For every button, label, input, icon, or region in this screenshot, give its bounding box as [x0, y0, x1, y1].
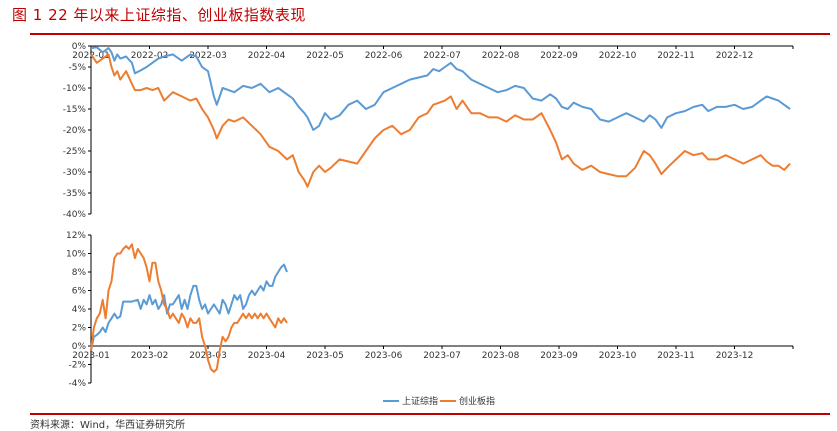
- y-tick-label: -2%: [68, 361, 86, 371]
- x-tick-label: 2023-11: [657, 351, 695, 361]
- x-tick-label: 2023-09: [540, 351, 578, 361]
- source-note: 资料来源：Wind，华西证券研究所: [30, 420, 186, 431]
- y-tick-label: -20%: [63, 126, 87, 136]
- y-tick-label: 12%: [66, 231, 86, 241]
- series-line-shanghai: [90, 263, 288, 351]
- x-tick-label: 2023-08: [482, 351, 520, 361]
- y-tick-label: 4%: [72, 305, 87, 315]
- y-tick-label: -25%: [63, 147, 87, 157]
- x-tick-label: 2022-09: [540, 51, 578, 61]
- legend-label: 上证综指: [402, 395, 438, 407]
- x-tick-label: 2022-02: [131, 51, 169, 61]
- x-tick-label: 2023-05: [306, 351, 344, 361]
- x-tick-label: 2022-12: [716, 51, 754, 61]
- y-tick-label: -4%: [68, 379, 86, 389]
- x-tick-label: 2022-11: [657, 51, 695, 61]
- y-tick-label: 0%: [72, 342, 87, 352]
- series-line-chinext: [90, 53, 791, 188]
- y-tick-label: -15%: [63, 105, 87, 115]
- x-tick-label: 2022-10: [599, 51, 637, 61]
- x-tick-label: 2023-10: [599, 351, 637, 361]
- y-tick-label: 8%: [72, 268, 87, 278]
- y-tick-label: 0%: [72, 42, 87, 52]
- y-tick-label: -5%: [68, 63, 86, 73]
- x-tick-label: 2023-02: [131, 351, 169, 361]
- x-tick-label: 2022-06: [365, 51, 403, 61]
- x-tick-label: 2022-07: [423, 51, 461, 61]
- y-tick-label: -40%: [63, 210, 87, 220]
- x-tick-label: 2023-06: [365, 351, 403, 361]
- footer-divider: [30, 413, 830, 415]
- x-tick-label: 2023-12: [716, 351, 754, 361]
- series-line-chinext: [90, 243, 288, 373]
- x-tick-label: 2022-03: [189, 51, 227, 61]
- x-tick-label: 2022-05: [306, 51, 344, 61]
- y-tick-label: 10%: [66, 250, 86, 260]
- title-divider: [30, 33, 830, 35]
- line-charts: 0%-5%-10%-15%-20%-25%-30%-35%-40%2022-01…: [63, 42, 794, 407]
- x-tick-label: 2023-04: [248, 351, 286, 361]
- y-tick-label: -10%: [63, 84, 87, 94]
- x-tick-label: 2023-07: [423, 351, 461, 361]
- figure-title: 图 1 22 年以来上证综指、创业板指数表现: [12, 6, 306, 24]
- y-tick-label: 2%: [72, 324, 87, 334]
- x-tick-label: 2023-01: [72, 351, 110, 361]
- x-tick-label: 2022-04: [248, 51, 286, 61]
- legend-label: 创业板指: [459, 395, 495, 407]
- x-tick-label: 2022-08: [482, 51, 520, 61]
- series-line-shanghai: [90, 46, 791, 131]
- y-tick-label: 6%: [72, 287, 87, 297]
- y-tick-label: -30%: [63, 168, 87, 178]
- y-tick-label: -35%: [63, 189, 87, 199]
